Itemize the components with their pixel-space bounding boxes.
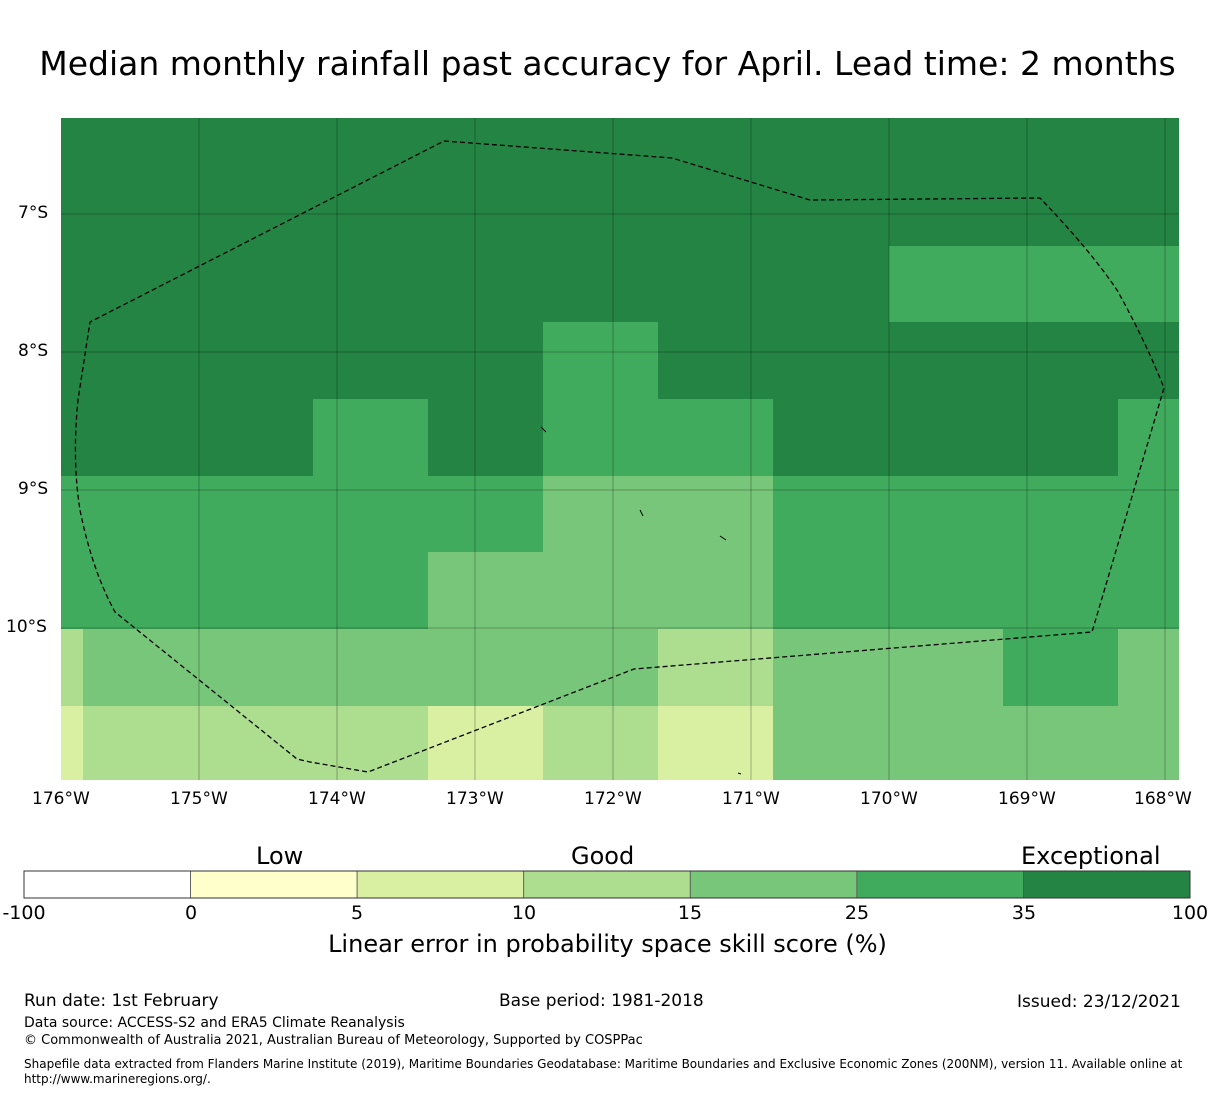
lat-label: 7°S: [18, 203, 49, 223]
grid-cell: [658, 706, 773, 780]
base-period: Base period: 1981-2018: [499, 991, 704, 1011]
grid-cell: [83, 706, 428, 780]
colorbar-swatch: [689, 870, 858, 899]
shapefile-url: http://www.marineregions.org/.: [24, 1072, 211, 1086]
island: [719, 535, 727, 541]
grid-cell: [1118, 399, 1179, 476]
grid-cell: [61, 246, 889, 322]
map-title: Median monthly rainfall past accuracy fo…: [39, 44, 1176, 83]
island: [540, 426, 547, 433]
colorbar-category-good: Good: [571, 842, 635, 870]
lon-label: 169°W: [998, 789, 1056, 809]
islands: [540, 426, 742, 775]
colorbar-swatch: [1023, 870, 1191, 899]
grid-cell: [61, 552, 428, 629]
grid-cell: [889, 246, 1179, 322]
grid-cell: [773, 552, 1179, 629]
lon-label: 168°W: [1134, 789, 1192, 809]
colorbar-swatch: [356, 870, 525, 899]
grid-cell: [61, 118, 1179, 246]
colorbar-category-low: Low: [256, 842, 304, 870]
issued-date: Issued: 23/12/2021: [1017, 992, 1181, 1012]
colorbar-category-exceptional: Exceptional: [1021, 842, 1161, 870]
lon-label: 175°W: [170, 789, 228, 809]
run-date: Run date: 1st February: [24, 991, 219, 1011]
colorbar-tick: 5: [350, 902, 364, 924]
grid-cell: [61, 322, 543, 399]
grid-cell: [658, 629, 773, 706]
skill-grid: [61, 118, 1179, 780]
grid-cell: [543, 706, 658, 780]
colorbar-title: Linear error in probability space skill …: [328, 930, 887, 958]
lon-label: 171°W: [722, 789, 780, 809]
colorbar-tick: -100: [2, 902, 46, 924]
lon-label: 173°W: [446, 789, 504, 809]
grid-cell: [543, 399, 773, 476]
shapefile-credit: Shapefile data extracted from Flanders M…: [24, 1057, 1183, 1071]
colorbar-tick: 35: [1011, 902, 1037, 924]
grid-cell: [773, 706, 1179, 780]
colorbar-swatch: [523, 870, 691, 899]
colorbar-swatch: [190, 870, 358, 899]
grid-cell: [428, 706, 543, 780]
colorbar-tick: 15: [677, 902, 703, 924]
data-source: Data source: ACCESS-S2 and ERA5 Climate …: [24, 1015, 405, 1031]
colorbar-tick: 25: [844, 902, 870, 924]
grid-cell: [61, 629, 83, 706]
grid-cell: [428, 552, 773, 629]
grid-cell: [83, 629, 658, 706]
lon-label: 170°W: [860, 789, 918, 809]
grid-cell: [773, 629, 1003, 706]
colorbar-tick: 0: [184, 902, 198, 924]
lat-label: 9°S: [18, 479, 49, 499]
grid-cell: [313, 399, 428, 476]
colorbar-tick: 10: [511, 902, 537, 924]
copyright: © Commonwealth of Australia 2021, Austra…: [24, 1033, 643, 1048]
grid-cell: [61, 476, 543, 552]
island: [639, 509, 644, 517]
colorbar: [23, 870, 1191, 899]
grid-cell: [1118, 629, 1179, 706]
grid-cell: [428, 399, 543, 476]
grid-cell: [773, 476, 1179, 552]
grid-cell: [773, 399, 1118, 476]
lon-label: 174°W: [308, 789, 366, 809]
island: [737, 772, 742, 775]
grid-cell: [543, 322, 658, 399]
lat-label: 8°S: [18, 341, 49, 361]
lon-label: 172°W: [584, 789, 642, 809]
grid-cell: [543, 476, 773, 552]
grid-cell: [61, 706, 83, 780]
grid-cell: [658, 322, 1179, 399]
grid-cell: [61, 399, 313, 476]
colorbar-swatch: [856, 870, 1024, 899]
grid-cell: [1003, 629, 1118, 706]
graticule: [61, 118, 1179, 780]
colorbar-tick: 100: [1171, 902, 1209, 924]
colorbar-frame: [23, 870, 1191, 899]
colorbar-swatch: [23, 870, 191, 899]
lat-label: 10°S: [6, 617, 47, 637]
lon-label: 176°W: [32, 789, 90, 809]
eez-boundary: [74, 140, 1165, 773]
